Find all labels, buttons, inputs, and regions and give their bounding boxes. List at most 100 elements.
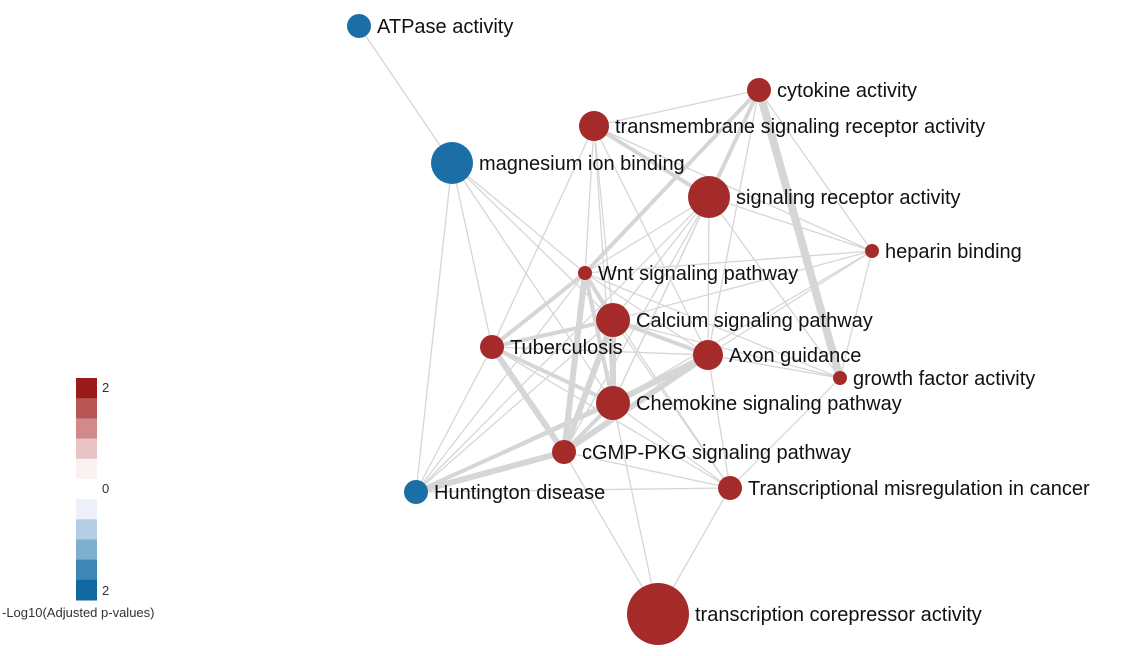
- node-label: growth factor activity: [853, 368, 1035, 390]
- node-circle[interactable]: [596, 303, 630, 337]
- node-label: Wnt signaling pathway: [598, 263, 798, 285]
- node-hunt[interactable]: Huntington disease: [404, 480, 605, 504]
- edge-sra-wnt: [584, 196, 710, 274]
- edge-cgmp-trans: [563, 451, 731, 489]
- node-trans[interactable]: Transcriptional misregulation in cancer: [718, 476, 1090, 500]
- edge-wnt-tub: [490, 271, 587, 349]
- edge-cyto-wnt: [583, 88, 761, 275]
- edge-cyto-axon: [707, 89, 760, 356]
- legend-swatches: [76, 378, 97, 601]
- edge-sra-calc: [612, 196, 710, 321]
- node-label: Chemokine signaling pathway: [636, 393, 902, 415]
- edge-cgmp-hunt: [413, 449, 567, 495]
- edge-calc-cgmp: [561, 317, 616, 455]
- node-circle[interactable]: [347, 14, 371, 38]
- node-label: cGMP-PKG signaling pathway: [582, 442, 851, 464]
- edge-axon-gfa: [707, 354, 841, 379]
- node-chem[interactable]: Chemokine signaling pathway: [596, 386, 902, 420]
- edge-wnt-axon: [584, 272, 709, 356]
- node-cyto[interactable]: cytokine activity: [747, 78, 917, 102]
- node-label: heparin binding: [885, 241, 1022, 263]
- edge-cyto-gfa: [755, 86, 844, 382]
- legend-swatch: [76, 398, 97, 419]
- node-label: transmembrane signaling receptor activit…: [615, 116, 985, 138]
- edge-gfa-trans: [729, 377, 841, 489]
- node-circle[interactable]: [480, 335, 504, 359]
- node-sra[interactable]: signaling receptor activity: [688, 176, 961, 218]
- node-hep[interactable]: heparin binding: [865, 241, 1022, 263]
- node-axon[interactable]: Axon guidance: [693, 340, 861, 370]
- node-circle[interactable]: [688, 176, 730, 218]
- legend-swatch: [76, 458, 97, 480]
- legend-swatch: [76, 478, 97, 500]
- edge-calc-hunt: [415, 319, 614, 493]
- legend-swatch: [76, 579, 97, 601]
- edge-tmsr-chem: [593, 125, 614, 404]
- edge-cyto-tmsr: [593, 89, 760, 127]
- legend-swatch: [76, 418, 97, 440]
- edge-wnt-hunt: [415, 272, 586, 493]
- edge-chem-trans: [612, 402, 731, 489]
- edge-mg-wnt: [451, 162, 586, 274]
- edge-hep-calc: [612, 250, 873, 321]
- edge-calc-gfa: [612, 319, 841, 379]
- node-circle[interactable]: [404, 480, 428, 504]
- edge-tmsr-calc: [593, 125, 614, 321]
- legend-swatch: [76, 499, 97, 520]
- node-cgmp[interactable]: cGMP-PKG signaling pathway: [552, 440, 851, 464]
- node-calc[interactable]: Calcium signaling pathway: [596, 303, 873, 337]
- node-tub[interactable]: Tuberculosis: [480, 335, 623, 359]
- edge-chem-hunt: [414, 401, 615, 494]
- node-circle[interactable]: [552, 440, 576, 464]
- edges-layer: [358, 25, 873, 615]
- node-label: Transcriptional misregulation in cancer: [748, 478, 1090, 500]
- edge-hep-gfa: [839, 250, 873, 379]
- edge-atpase-mg: [358, 25, 453, 164]
- legend-swatch: [76, 519, 97, 540]
- node-gfa[interactable]: growth factor activity: [833, 368, 1035, 390]
- edge-hep-wnt: [584, 250, 873, 274]
- node-wnt[interactable]: Wnt signaling pathway: [578, 263, 798, 285]
- node-circle[interactable]: [747, 78, 771, 102]
- node-label: Calcium signaling pathway: [636, 310, 873, 332]
- node-label: cytokine activity: [777, 80, 917, 102]
- color-legend: 2 0 2 -Log10(Adjusted p-values): [2, 378, 154, 620]
- node-label: ATPase activity: [377, 16, 513, 38]
- node-tca[interactable]: transcription corepressor activity: [627, 583, 982, 645]
- legend-title: -Log10(Adjusted p-values): [2, 605, 154, 620]
- node-circle[interactable]: [596, 386, 630, 420]
- node-circle[interactable]: [431, 142, 473, 184]
- node-circle[interactable]: [693, 340, 723, 370]
- edge-tmsr-wnt: [584, 125, 595, 274]
- node-circle[interactable]: [578, 266, 592, 280]
- node-circle[interactable]: [627, 583, 689, 645]
- edge-mg-chem: [451, 162, 614, 404]
- edge-sra-chem: [612, 196, 710, 404]
- edge-mg-calc: [451, 162, 614, 321]
- legend-swatch: [76, 438, 97, 460]
- node-mg[interactable]: magnesium ion binding: [431, 142, 685, 184]
- edge-tub-hunt: [415, 346, 493, 493]
- edge-hunt-trans: [415, 487, 731, 493]
- edge-axon-trans: [707, 354, 731, 489]
- edge-tub-axon: [491, 346, 709, 356]
- node-tmsr[interactable]: transmembrane signaling receptor activit…: [579, 111, 985, 141]
- node-circle[interactable]: [579, 111, 609, 141]
- node-circle[interactable]: [865, 244, 879, 258]
- node-circle[interactable]: [718, 476, 742, 500]
- node-label: Huntington disease: [434, 482, 605, 504]
- legend-swatch: [76, 559, 97, 581]
- edge-hep-axon: [707, 250, 873, 356]
- edge-sra-hunt: [415, 196, 710, 493]
- edge-calc-tub: [490, 318, 615, 349]
- edge-tmsr-sra: [592, 124, 711, 199]
- edge-mg-hunt: [415, 162, 453, 493]
- node-label: Axon guidance: [729, 345, 861, 367]
- node-atpase[interactable]: ATPase activity: [347, 14, 513, 38]
- node-circle[interactable]: [833, 371, 847, 385]
- edge-sra-gfa: [708, 196, 841, 379]
- edge-wnt-gfa: [584, 272, 841, 379]
- edge-tmsr-tub: [491, 125, 595, 348]
- edge-calc-trans: [612, 319, 731, 489]
